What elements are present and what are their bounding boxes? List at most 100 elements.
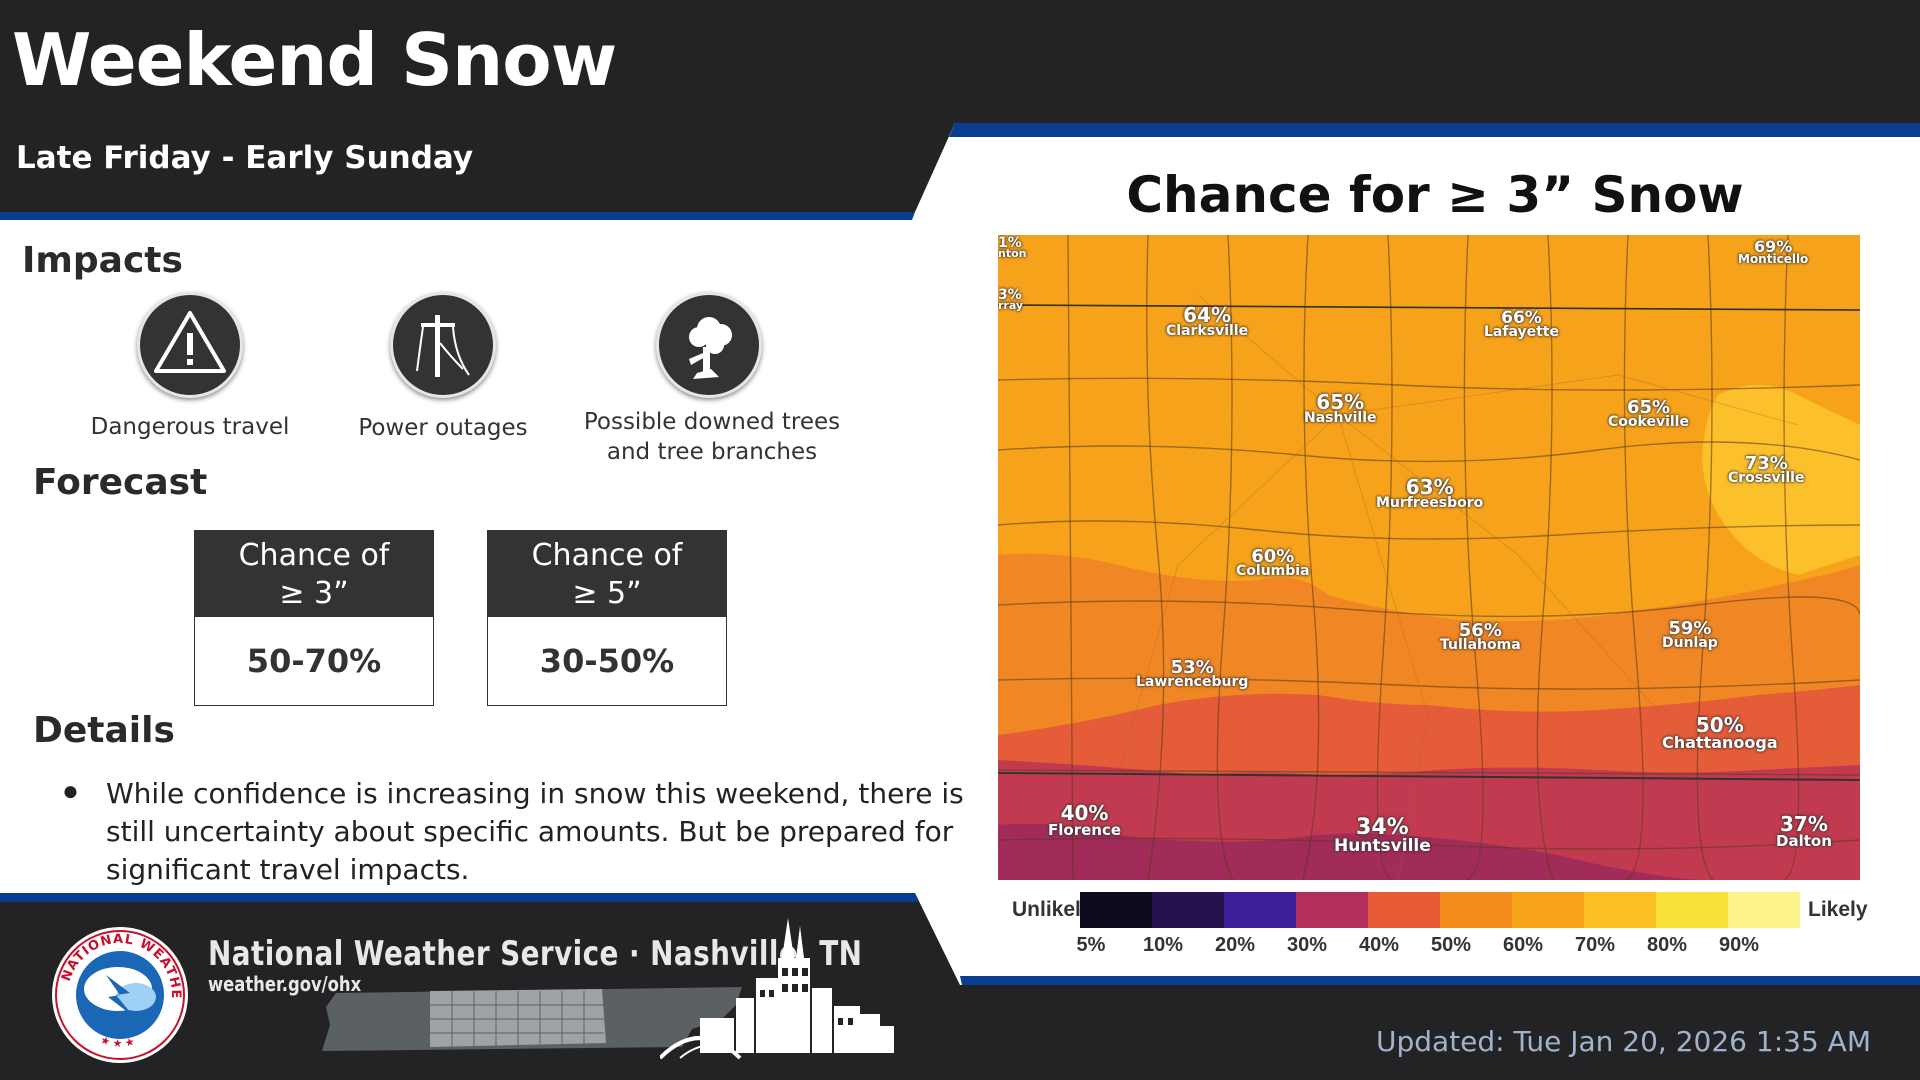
city-pct: 40%: [1060, 801, 1109, 825]
legend-tick-label: 90%: [1718, 934, 1760, 956]
details-text: While confidence is increasing in snow t…: [106, 777, 964, 886]
impact-label-travel: Dangerous travel: [90, 414, 290, 440]
city-pct: 60%: [1251, 546, 1295, 567]
power-line-icon: [390, 292, 496, 398]
city-name: Dunlap: [1662, 635, 1718, 651]
nws-url[interactable]: weather.gov/ohx: [208, 972, 362, 996]
city-pct: 50%: [1695, 713, 1744, 737]
legend-tick-label: 10%: [1142, 934, 1184, 956]
city-name: Murfreesboro: [1376, 495, 1484, 511]
city-name: Lawrenceburg: [1136, 674, 1249, 690]
city-pct: 69%: [1754, 237, 1793, 256]
legend-swatch: [1296, 892, 1368, 928]
broken-tree-icon: [656, 292, 762, 398]
legend-swatch: [1728, 892, 1800, 928]
forecast-box-header: Chance of ≥ 3”: [195, 531, 433, 617]
details-heading: Details: [33, 710, 175, 751]
city-name: Cookeville: [1608, 414, 1689, 430]
forecast-box-header: Chance of ≥ 5”: [488, 531, 726, 617]
city-pct: 53%: [1170, 657, 1214, 678]
impact-label-trees: Possible downed trees and tree branches: [572, 407, 852, 467]
legend-swatch: [1512, 892, 1584, 928]
city-name: Huntsville: [1334, 836, 1431, 856]
legend-tick-label: 70%: [1574, 934, 1616, 956]
legend-swatch: [1152, 892, 1224, 928]
city-name: Clarksville: [1166, 323, 1249, 339]
city-pct: 65%: [1626, 397, 1671, 418]
legend-swatch: [1368, 892, 1440, 928]
city-chattanooga: 50% Chattanooga: [1662, 713, 1778, 752]
legend-ticks: 5% 10% 20% 30% 40% 50% 60% 70% 80% 90%: [1049, 934, 1769, 962]
city-name: rray: [998, 299, 1024, 312]
city-monticello: 69% Monticello: [1738, 237, 1808, 266]
city-tullahoma: 56% Tullahoma: [1440, 620, 1521, 653]
city-columbia: 60% Columbia: [1236, 546, 1310, 579]
map-canvas: [998, 235, 1860, 880]
details-bullet: ●: [62, 775, 79, 806]
city-name: Nashville: [1304, 410, 1377, 426]
city-huntsville: 34% Huntsville: [1334, 815, 1431, 856]
city-name: Florence: [1048, 821, 1122, 839]
city-name: Tullahoma: [1440, 637, 1521, 653]
map-title: Chance for ≥ 3” Snow: [1126, 166, 1744, 224]
city-partial-top-left: 1% nton: [998, 235, 1026, 260]
tennessee-map-icon: [322, 985, 752, 1055]
city-nashville: 65% Nashville: [1304, 390, 1376, 426]
legend-tick-label: 40%: [1358, 934, 1400, 956]
city-dunlap: 59% Dunlap: [1662, 618, 1718, 651]
forecast-box-header-line1: Chance of: [531, 538, 683, 573]
city-name: Chattanooga: [1662, 733, 1778, 752]
city-pct: 37%: [1780, 812, 1828, 836]
legend-tick-label: 20%: [1214, 934, 1256, 956]
city-cookeville: 65% Cookeville: [1608, 397, 1689, 430]
snow-probability-map: 64% Clarksville 66% Lafayette 69% Montic…: [998, 235, 1860, 880]
forecast-box-header-line1: Chance of: [238, 538, 390, 573]
page-subtitle: Late Friday - Early Sunday: [16, 140, 474, 176]
city-murfreesboro: 63% Murfreesboro: [1376, 475, 1483, 511]
legend-tick-label: 50%: [1430, 934, 1472, 956]
city-pct: 59%: [1668, 618, 1712, 639]
legend-swatch: [1224, 892, 1296, 928]
legend-color-bar: [1080, 892, 1800, 928]
city-clarksville: 64% Clarksville: [1166, 303, 1248, 339]
city-crossville: 73% Crossville: [1728, 453, 1804, 486]
svg-text:★ ★ ★: ★ ★ ★: [99, 1033, 137, 1050]
city-pct: 73%: [1744, 453, 1788, 474]
city-name: Dalton: [1776, 832, 1832, 850]
impact-label-power: Power outages: [358, 415, 528, 441]
city-name: nton: [998, 247, 1027, 260]
impact-label-trees-line2: and tree branches: [606, 439, 818, 465]
legend-swatch: [1080, 892, 1152, 928]
city-pct: 63%: [1405, 475, 1454, 499]
legend-tick-label: 5%: [1076, 934, 1106, 956]
page-title: Weekend Snow: [12, 18, 617, 102]
legend-high-label: Likely: [1808, 898, 1868, 921]
city-lafayette: 66% Lafayette: [1484, 308, 1559, 340]
forecast-box-3in: Chance of ≥ 3” 50-70%: [194, 530, 434, 706]
forecast-box-header-line2: ≥ 3”: [279, 576, 349, 611]
city-lawrenceburg: 53% Lawrenceburg: [1136, 657, 1248, 690]
legend-tick-label: 30%: [1286, 934, 1328, 956]
city-pct: 1%: [998, 235, 1022, 251]
city-name: Crossville: [1728, 470, 1805, 486]
city-pct: 3%: [998, 287, 1022, 303]
city-pct: 56%: [1458, 620, 1502, 641]
nws-office-title: National Weather Service · Nashville, TN: [208, 934, 863, 974]
forecast-box-header-line2: ≥ 5”: [572, 576, 642, 611]
legend-tick-label: 60%: [1502, 934, 1544, 956]
city-dalton: 37% Dalton: [1776, 812, 1832, 850]
city-pct: 34%: [1356, 815, 1409, 840]
city-pct: 64%: [1183, 303, 1231, 327]
legend-tick-label: 80%: [1646, 934, 1688, 956]
city-pct: 65%: [1316, 390, 1365, 414]
nashville-skyline-icon: [658, 918, 900, 1063]
impact-label-trees-line1: Possible downed trees: [583, 409, 841, 435]
city-name: Columbia: [1236, 563, 1310, 579]
warning-triangle-icon: [137, 292, 243, 398]
forecast-box-5in: Chance of ≥ 5” 30-50%: [487, 530, 727, 706]
nws-logo: NATIONAL WEATHER SERVICE ★ ★ ★: [44, 914, 190, 1065]
updated-timestamp: Updated: Tue Jan 20, 2026 1:35 AM: [1376, 1025, 1871, 1058]
forecast-heading: Forecast: [33, 462, 208, 503]
legend-swatch: [1656, 892, 1728, 928]
legend-low-label: Unlikely: [1012, 898, 1093, 921]
